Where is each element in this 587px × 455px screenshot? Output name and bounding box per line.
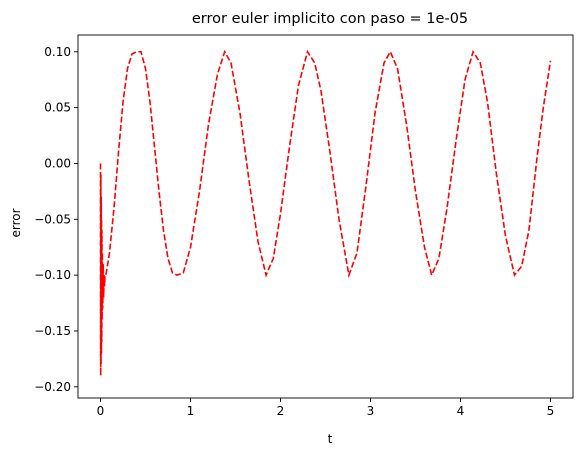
x-tick-label: 2 [277,404,285,418]
x-tick-label: 1 [187,404,195,418]
x-tick-label: 4 [457,404,465,418]
x-tick-label: 5 [547,404,555,418]
y-tick-label: −0.20 [34,380,71,394]
y-tick-label: 0.00 [44,156,71,170]
axes: 0 1 2 3 4 5 −0.20 −0.15 −0.10 −0.05 0.00 0.05 0.10 [34,34,574,418]
y-tick-label: 0.10 [44,45,71,59]
plot-area [99,49,552,376]
series-line-0 [99,49,552,376]
y-tick-label: 0.05 [44,101,71,115]
x-tick-label: 0 [97,404,105,418]
y-tick-label: −0.10 [34,268,71,282]
y-tick-label: −0.15 [34,324,71,338]
x-axis-label: t [328,432,333,446]
y-axis-label: error [9,208,23,237]
axes-frame [77,34,574,399]
chart-title: error euler implicito con paso = 1e-05 [192,11,468,27]
y-tick-label: −0.05 [34,212,71,226]
x-tick-label: 3 [367,404,375,418]
